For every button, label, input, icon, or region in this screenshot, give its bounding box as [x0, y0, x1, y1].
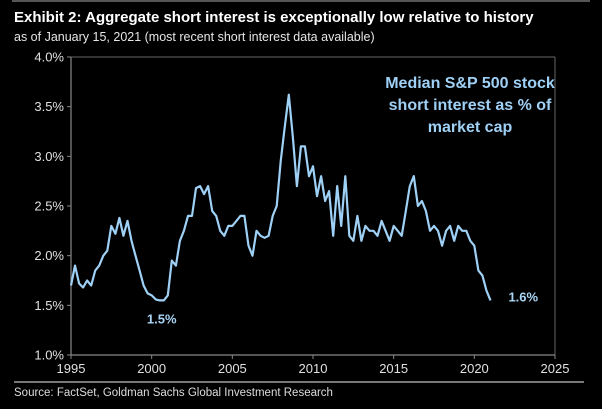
top-rule [12, 0, 590, 2]
series-group [69, 93, 492, 302]
latest-value-label: 1.6% [508, 289, 538, 304]
x-tick-label: 2015 [379, 361, 408, 376]
chart-subtitle: as of January 15, 2021 (most recent shor… [14, 30, 375, 44]
low-2000-label: 1.5% [147, 311, 177, 326]
series-line-short-interest [69, 93, 492, 302]
series-annotation-line-3: market cap [428, 119, 513, 136]
y-tick-label: 3.5% [34, 99, 64, 114]
y-tick-label: 2.5% [34, 199, 64, 214]
x-tick-label: 2020 [460, 361, 489, 376]
bottom-rule [14, 381, 584, 383]
annotations: Median S&P 500 stock short interest as %… [147, 75, 555, 326]
x-tick-label: 1995 [57, 361, 86, 376]
x-tick-label: 2010 [299, 361, 328, 376]
series-annotation-line-2: short interest as % of [389, 97, 552, 114]
y-tick-label: 1.0% [34, 348, 64, 363]
x-tick-label: 2025 [541, 361, 570, 376]
chart-title: Exhibit 2: Aggregate short interest is e… [14, 9, 534, 26]
y-tick-label: 1.5% [34, 298, 64, 313]
x-tick-label: 2000 [137, 361, 166, 376]
axis-ticks: 1.0% 1.5% 2.0% 2.5% 3.0% 3.5% 4.0% 1995 2000 2005… [34, 50, 569, 377]
y-tick-label: 2.0% [34, 248, 64, 263]
x-tick-label: 2005 [218, 361, 247, 376]
series-annotation-line-1: Median S&P 500 stock [385, 75, 555, 92]
y-tick-label: 3.0% [34, 149, 64, 164]
y-tick-label: 4.0% [34, 50, 64, 65]
source-note: Source: FactSet, Goldman Sachs Global In… [14, 387, 333, 399]
